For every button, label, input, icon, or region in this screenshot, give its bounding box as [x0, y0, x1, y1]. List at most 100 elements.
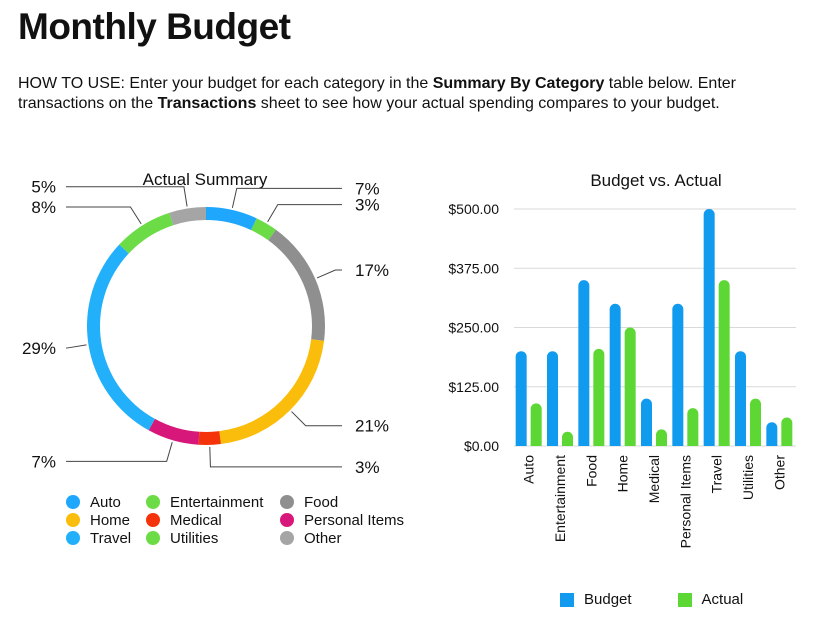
donut-label-travel: 29%	[22, 339, 56, 358]
donut-label-utilities: 8%	[31, 198, 56, 217]
donut-slice-entertainment	[251, 218, 276, 241]
donut-label-medical: 3%	[355, 458, 380, 477]
legend-swatch-food	[280, 495, 294, 509]
donut-legend: Auto Entertainment Food Home Medical Personal…	[66, 493, 446, 547]
donut-slice-personal-items	[148, 418, 200, 445]
legend-label-auto: Auto	[90, 493, 121, 511]
y-tick-label: $125.00	[448, 379, 499, 395]
bar-actual-auto	[530, 403, 542, 446]
legend-item-other: Other	[280, 529, 420, 547]
bar-budget-auto	[515, 351, 527, 446]
bar-legend-item-actual: Actual	[677, 591, 744, 608]
page-title: Monthly Budget	[18, 6, 291, 47]
legend-label-utilities: Utilities	[170, 529, 219, 547]
bar-actual-utilities	[750, 398, 761, 446]
legend-item-personal-items: Personal Items	[280, 511, 420, 529]
legend-item-travel: Travel	[66, 529, 146, 547]
bar-budget-food	[578, 280, 590, 446]
bar-actual-medical	[656, 429, 667, 446]
donut-slice-utilities	[119, 212, 174, 254]
bar-legend-label-actual: Actual	[701, 591, 744, 608]
bar-actual-other	[781, 417, 793, 446]
legend-item-food: Food	[280, 493, 420, 511]
x-tick-label-home: Home	[615, 455, 631, 493]
donut-label-personal-items: 7%	[31, 452, 56, 471]
bar-budget-home	[609, 303, 621, 446]
legend-label-food: Food	[304, 493, 339, 511]
summary-by-category-ref: Summary By Category	[432, 75, 605, 92]
donut-slice-other	[169, 207, 206, 226]
bar-budget-personal-items	[672, 303, 684, 446]
bar-actual-food	[593, 348, 605, 446]
donut-leader-auto	[231, 187, 342, 209]
bar-budget-entertainment	[547, 351, 558, 446]
legend-item-entertainment: Entertainment	[146, 493, 280, 511]
y-tick-label: $250.00	[448, 320, 499, 336]
bar-chart: $0.00 $125.00 $250.00 $375.00 $500.00 Auto Ent…	[448, 201, 796, 548]
bar-actual-home	[624, 327, 636, 446]
legend-item-home: Home	[66, 511, 146, 529]
legend-label-other: Other	[304, 529, 342, 547]
x-tick-label-other: Other	[771, 455, 787, 490]
donut-leader-other	[66, 186, 188, 207]
donut-leader-travel	[66, 344, 87, 349]
donut-label-auto: 7%	[355, 179, 380, 198]
donut-chart-title: Actual Summary	[143, 170, 268, 189]
legend-swatch-medical	[146, 513, 160, 527]
bar-actual-travel	[718, 280, 730, 446]
bar-budget-medical	[641, 398, 652, 446]
x-tick-label-entertainment: Entertainment	[552, 455, 568, 542]
donut-slice-travel	[87, 244, 155, 431]
bar-chart-title: Budget vs. Actual	[590, 171, 721, 190]
bar-budget-utilities	[735, 351, 746, 446]
legend-swatch-utilities	[146, 531, 160, 545]
bar-legend-item-budget: Budget	[560, 591, 632, 608]
instructions-text: HOW TO USE: Enter your budget for each c…	[18, 75, 736, 112]
legend-label-personal-items: Personal Items	[304, 511, 405, 529]
bar-budget-other	[766, 422, 778, 446]
donut-leader-entertainment	[267, 204, 342, 223]
donut-leader-medical	[209, 446, 342, 468]
legend-swatch-other	[280, 531, 294, 545]
donut-slice-home	[219, 339, 325, 445]
bar-legend-label-budget: Budget	[584, 591, 632, 608]
x-tick-label-medical: Medical	[646, 455, 662, 503]
bar-actual-entertainment	[562, 431, 573, 446]
donut-label-food: 17%	[355, 261, 389, 280]
donut-chart: 7%3%17%21%3%7%29%8%5%	[22, 178, 389, 477]
bar-actual-personal-items	[687, 408, 699, 446]
y-tick-label: $0.00	[464, 438, 499, 454]
donut-label-entertainment: 3%	[355, 196, 380, 215]
donut-leader-home	[291, 411, 342, 427]
legend-item-utilities: Utilities	[146, 529, 280, 547]
x-tick-label-personal-items: Personal Items	[677, 455, 693, 548]
legend-item-medical: Medical	[146, 511, 280, 529]
legend-swatch-auto	[66, 495, 80, 509]
x-tick-label-auto: Auto	[521, 455, 537, 484]
x-tick-label-food: Food	[583, 455, 599, 487]
legend-label-travel: Travel	[90, 529, 132, 547]
legend-item-auto: Auto	[66, 493, 146, 511]
bar-legend-swatch-budget	[560, 592, 574, 607]
donut-leader-personal-items	[66, 442, 173, 462]
legend-label-home: Home	[90, 511, 131, 529]
y-tick-label: $375.00	[448, 260, 499, 276]
donut-leader-food	[316, 269, 342, 279]
donut-leader-utilities	[66, 206, 142, 225]
bar-legend-swatch-actual	[677, 592, 692, 607]
donut-label-other: 5%	[31, 178, 56, 197]
donut-label-home: 21%	[355, 417, 389, 436]
donut-slice-auto	[206, 207, 257, 231]
legend-label-entertainment: Entertainment	[170, 493, 264, 511]
x-tick-label-utilities: Utilities	[740, 455, 756, 500]
bar-budget-travel	[703, 209, 715, 446]
legend-swatch-travel	[66, 531, 80, 545]
transactions-ref: Transactions	[157, 95, 257, 112]
legend-label-medical: Medical	[170, 511, 222, 529]
donut-slice-food	[268, 229, 325, 341]
bar-legend: Budget Actual	[560, 591, 789, 608]
y-tick-label: $500.00	[448, 201, 499, 217]
x-tick-label-travel: Travel	[709, 455, 725, 493]
legend-swatch-entertainment	[146, 495, 160, 509]
